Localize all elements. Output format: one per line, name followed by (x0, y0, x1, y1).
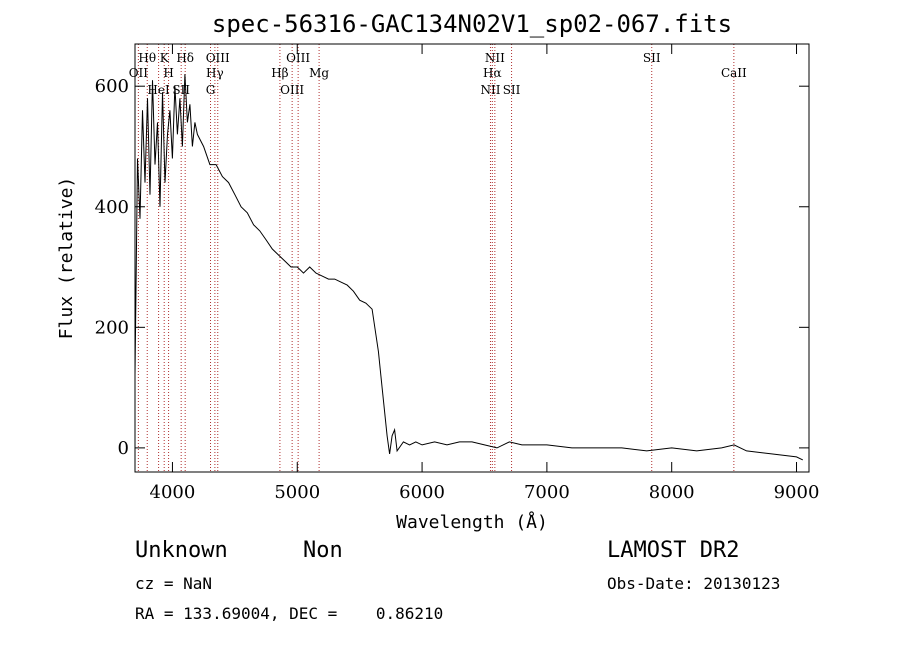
y-tick-label: 200 (95, 317, 129, 338)
spectrum-chart: spec-56316-GAC134N02V1_sp02-067.fits HθO… (56, 10, 820, 533)
subclass-label: Non (303, 538, 343, 563)
x-tick-label: 9000 (774, 482, 820, 503)
line-marker-label: K (160, 51, 170, 65)
chart-title: spec-56316-GAC134N02V1_sp02-067.fits (212, 10, 732, 38)
series-layer (134, 74, 804, 461)
line-marker-label: NII (480, 83, 500, 97)
survey-label: LAMOST DR2 (607, 538, 740, 563)
line-marker-label: OII (129, 66, 149, 80)
line-marker-label: SII (503, 83, 521, 97)
line-markers: HθOIIHeIKHSIIHδHγGOIIIHβOIIIOIIIMgNIINII… (129, 44, 747, 472)
obs-date-label: Obs-Date: 20130123 (607, 574, 781, 593)
x-tick-label: 5000 (274, 482, 320, 503)
line-marker-label: SII (643, 51, 661, 65)
line-marker-label: H (163, 66, 173, 80)
class-label: Unknown (135, 538, 228, 563)
line-marker-label: Hδ (176, 51, 194, 65)
line-marker-label: HeI (147, 83, 170, 97)
line-marker-label: OIII (206, 51, 230, 65)
y-axis-label: Flux (relative) (56, 177, 77, 340)
x-tick-label: 6000 (399, 482, 445, 503)
plot-frame (134, 43, 810, 473)
line-marker-label: Hα (483, 66, 502, 80)
line-marker-label: G (206, 83, 216, 97)
x-tick-label: 4000 (150, 482, 196, 503)
x-tick-label: 7000 (524, 482, 570, 503)
x-axis-label: Wavelength (Å) (396, 511, 548, 533)
spectrum-line (134, 74, 804, 461)
line-marker-label: Hβ (271, 66, 288, 80)
y-tick-label: 600 (95, 76, 129, 97)
line-marker-label: Hγ (206, 66, 224, 80)
line-marker-label: OIII (286, 51, 310, 65)
y-tick-label: 400 (95, 197, 129, 218)
x-tick-label: 8000 (649, 482, 695, 503)
radec-label: RA = 133.69004, DEC = 0.86210 (135, 604, 444, 623)
axis-ticks: 4000 5000 6000 7000 8000 9000 0 200 400 600 (95, 44, 820, 503)
line-marker-label: Hθ (138, 51, 156, 65)
line-marker-label: CaII (721, 66, 747, 80)
line-marker-label: OIII (280, 83, 304, 97)
y-tick-label: 0 (118, 438, 129, 459)
cz-label: cz = NaN (135, 574, 213, 593)
line-marker-label: Mg (309, 66, 329, 80)
line-marker-label: NII (485, 51, 505, 65)
